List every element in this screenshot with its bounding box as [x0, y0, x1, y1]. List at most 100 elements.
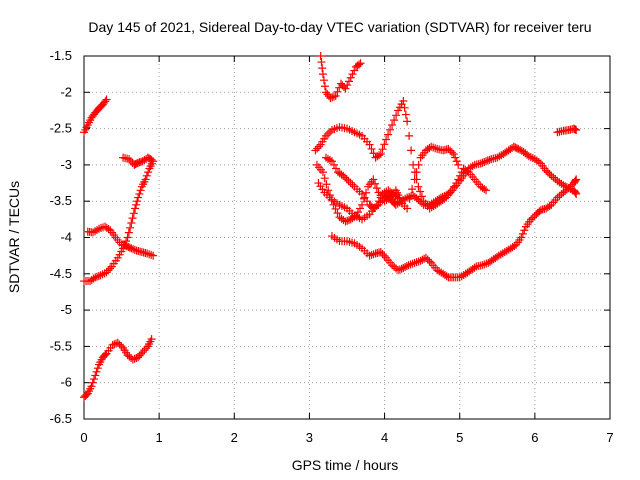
data-point [128, 355, 137, 364]
y-tick-label: -1.5 [50, 48, 72, 63]
data-point [372, 184, 381, 193]
data-point [416, 197, 425, 206]
data-point [410, 258, 419, 267]
data-point [401, 263, 410, 272]
data-point [416, 187, 425, 196]
data-point [394, 266, 403, 275]
data-point [133, 197, 142, 206]
data-point [316, 52, 325, 60]
data-series [553, 124, 581, 137]
data-point [407, 192, 416, 201]
data-point [331, 204, 340, 213]
data-point [317, 58, 326, 67]
data-point [323, 154, 332, 163]
data-point [518, 229, 527, 238]
data-point [516, 145, 525, 154]
data-point [93, 272, 102, 281]
data-point [136, 186, 145, 195]
data-point [318, 64, 327, 73]
data-point [408, 185, 417, 194]
data-point [401, 110, 410, 119]
data-point [528, 213, 537, 222]
data-point [142, 344, 151, 353]
data-point [403, 204, 412, 213]
data-point [89, 274, 98, 283]
x-tick-label: 7 [606, 430, 613, 445]
data-point [480, 157, 489, 166]
data-point [345, 77, 354, 86]
data-point [327, 157, 336, 166]
data-point [372, 202, 381, 211]
data-point [542, 166, 551, 175]
data-point [321, 153, 330, 162]
data-point [427, 199, 436, 208]
data-point [104, 225, 113, 234]
data-point [329, 160, 338, 169]
data-point [403, 117, 412, 126]
data-point [555, 178, 564, 187]
data-point [90, 375, 99, 384]
data-point [405, 131, 414, 140]
data-point [91, 371, 100, 380]
data-point [325, 191, 334, 200]
data-point [414, 257, 423, 266]
data-point [566, 182, 575, 191]
data-point [369, 175, 378, 184]
data-point [94, 271, 103, 280]
data-point [414, 160, 423, 169]
data-point [482, 157, 491, 166]
data-point [527, 215, 536, 224]
y-tick-label: -6.5 [50, 411, 72, 426]
data-point [367, 250, 376, 259]
data-point [571, 188, 580, 197]
data-point [352, 211, 361, 220]
data-point [335, 213, 344, 222]
data-point [145, 250, 154, 259]
data-point [495, 152, 504, 161]
y-tick-label: -4.5 [50, 266, 72, 281]
data-point [119, 244, 128, 253]
data-point [95, 224, 104, 233]
data-point [320, 174, 329, 183]
data-point [87, 382, 96, 391]
x-tick-label: 5 [456, 430, 463, 445]
data-point [380, 140, 389, 149]
data-series [80, 157, 158, 286]
data-point [88, 378, 97, 387]
data-point [414, 182, 423, 191]
data-point [323, 129, 332, 138]
data-point [392, 111, 401, 120]
data-point [123, 233, 132, 242]
x-tick-label: 0 [80, 430, 87, 445]
data-point [358, 200, 367, 209]
data-point [435, 194, 444, 203]
data-point [333, 209, 342, 218]
data-point [483, 156, 492, 165]
plot-frame [83, 55, 611, 420]
data-point [524, 152, 533, 161]
data-point [101, 350, 110, 359]
data-point [327, 195, 336, 204]
data-point [337, 214, 346, 223]
data-point [436, 193, 445, 202]
data-point [399, 195, 408, 204]
data-point [444, 189, 453, 198]
data-point [127, 244, 136, 253]
data-point [378, 249, 387, 258]
data-point [93, 364, 102, 373]
data-point [130, 245, 139, 254]
data-point [572, 126, 581, 135]
data-point [547, 171, 556, 180]
data-point [549, 173, 558, 182]
data-point [420, 254, 429, 263]
data-point [494, 251, 503, 260]
data-point [331, 91, 340, 100]
data-point [328, 93, 337, 102]
data-point [141, 175, 150, 184]
data-point [314, 142, 323, 151]
data-series [327, 175, 581, 282]
data-point [390, 262, 399, 271]
data-point [410, 175, 419, 184]
data-series [316, 52, 365, 103]
data-point [412, 258, 421, 267]
